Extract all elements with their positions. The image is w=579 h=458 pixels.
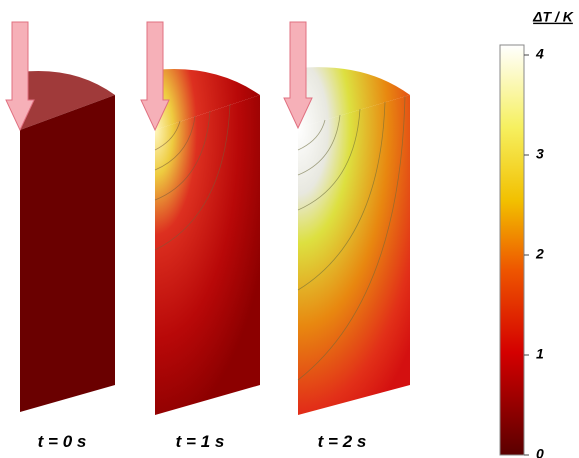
front-face bbox=[298, 95, 410, 415]
tick-label: 2 bbox=[535, 246, 544, 262]
panel-label: t = 0 s bbox=[38, 432, 87, 451]
tick-label: 3 bbox=[536, 146, 544, 162]
tick-label: 0 bbox=[536, 446, 544, 458]
front-face bbox=[20, 95, 115, 412]
panel: t = 2 s bbox=[284, 22, 410, 451]
panel-label: t = 2 s bbox=[318, 432, 367, 451]
panel: t = 0 s bbox=[6, 22, 115, 451]
tick-label: 1 bbox=[536, 346, 544, 362]
colorbar: ΔT / K 0 1 2 3 4 bbox=[500, 9, 574, 458]
panel-label: t = 1 s bbox=[176, 432, 225, 451]
figure: t = 0 s t = 1 s t = 2 s ΔT / K 0 1 2 3 4 bbox=[0, 0, 579, 458]
panel: t = 1 s bbox=[141, 22, 260, 451]
tick-label: 4 bbox=[535, 46, 544, 62]
colorbar-title: ΔT / K bbox=[532, 9, 574, 25]
colorbar-scale bbox=[500, 45, 524, 455]
front-face bbox=[155, 95, 260, 415]
